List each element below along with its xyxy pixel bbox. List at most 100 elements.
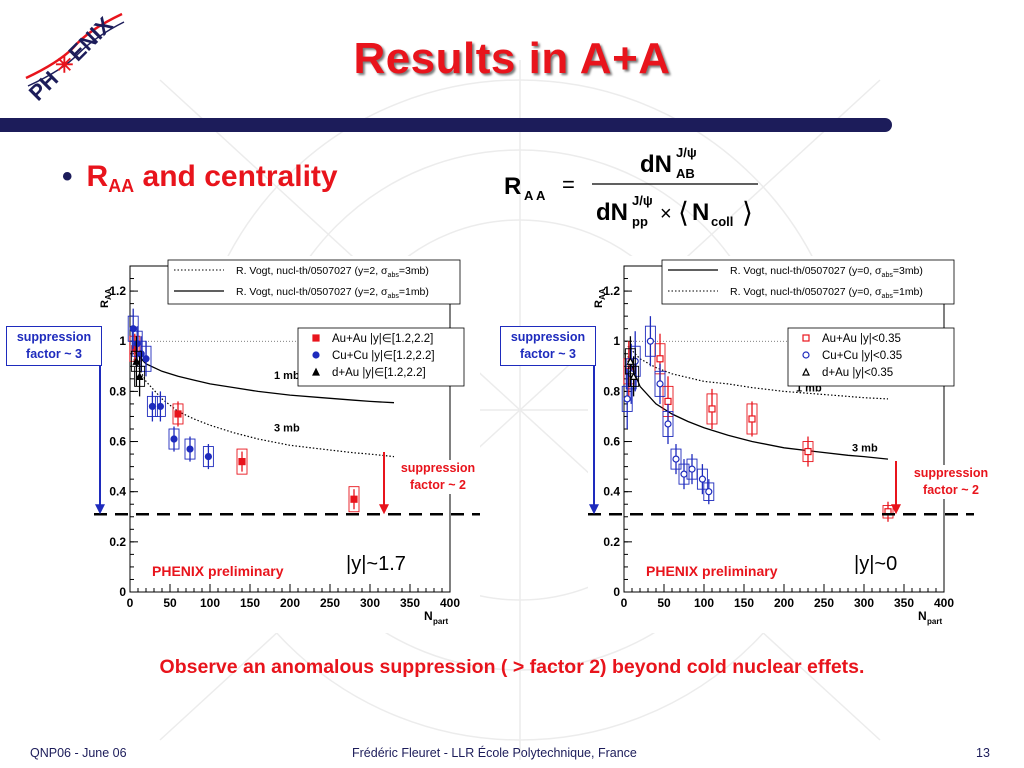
bullet-sub: AA [108, 176, 135, 196]
data-point [686, 454, 698, 485]
data-point [130, 336, 142, 387]
data-series [129, 333, 360, 513]
model-legend-tail: =3mb) [893, 265, 923, 277]
formula-equals: = [562, 172, 575, 197]
marker-circle [672, 455, 680, 463]
callout-left-suppression-2: suppression factor ~ 2 [398, 460, 478, 494]
raa-chart-forward: 0 0.2 0.4 0.6 0.8 1 1.2 0 50 100 150 200 250 300 350 40… [94, 256, 480, 633]
x-tick-label: 150 [734, 596, 754, 610]
x-axis-label-sub: part [433, 617, 448, 626]
callout-line2: factor ~ 3 [26, 347, 82, 361]
model-legend-box [661, 259, 955, 305]
callout-line2: factor ~ 3 [520, 347, 576, 361]
y-tick-label: 0 [119, 585, 126, 599]
y-tick-label: 0.8 [603, 384, 620, 398]
data-series [624, 336, 640, 397]
callout-right-suppression-2: suppression factor ~ 2 [906, 465, 996, 499]
marker-square [656, 355, 664, 363]
marker-circle [142, 355, 150, 363]
preliminary-label: PHENIX preliminary [152, 563, 284, 579]
preliminary-bg [644, 562, 818, 580]
x-tick-label: 50 [163, 596, 177, 610]
bullet-raa-centrality: • RAA and centrality [62, 160, 338, 196]
y-tick-label: 0.4 [109, 485, 126, 499]
marker-circle [698, 475, 707, 483]
callout-line2: factor ~ 2 [410, 478, 466, 492]
callout-line2: factor ~ 2 [923, 483, 979, 497]
y-tick-label: 0.4 [603, 485, 620, 499]
preliminary-label: PHENIX preliminary [646, 563, 778, 579]
suppression-arrowhead-left [95, 504, 105, 515]
marker-triangle [802, 367, 810, 376]
callout-line1: suppression [400, 461, 476, 475]
callout-left-suppression-3: suppression factor ~ 3 [6, 326, 102, 366]
marker-triangle [135, 371, 144, 380]
bullet-r: R [86, 160, 109, 193]
model-curve-label: 3 mb [274, 423, 300, 435]
bullet-text: and centrality [142, 160, 338, 193]
data-series [130, 336, 146, 397]
rapidity-label: |y|~0 [854, 553, 897, 575]
x-tick-label: 250 [320, 596, 340, 610]
data-point [624, 336, 636, 387]
formula-ncoll-main: N [692, 199, 709, 226]
data-point [746, 401, 758, 437]
formula-num-main: dN [640, 151, 672, 178]
data-point [348, 486, 360, 513]
formula-ncoll-sub: coll [711, 214, 733, 229]
x-tick-label: 400 [440, 596, 460, 610]
marker-circle [312, 351, 320, 359]
model-legend-tail: =1mb) [893, 286, 923, 298]
y-axis-label: RAA [99, 288, 113, 308]
x-tick-label: 150 [240, 596, 260, 610]
data-point [621, 368, 633, 429]
marker-circle [705, 488, 713, 496]
marker-circle [186, 445, 194, 453]
suppression-arrowhead-left [589, 504, 599, 515]
title-underline-bar [0, 118, 892, 132]
model-curve [133, 358, 395, 458]
data-point [703, 479, 715, 505]
data-point [662, 403, 674, 445]
suppression-arrowhead-right [891, 504, 901, 515]
data-point [140, 341, 152, 377]
callout-line1: suppression [913, 466, 989, 480]
callout-line1: suppression [16, 330, 92, 344]
y-axis-label-sub: AA [598, 288, 607, 300]
marker-square [664, 397, 672, 406]
raa-formula: R A A = dN J/ψ AB dN J/ψ pp × ⟨ N coll ⟩ [504, 145, 758, 229]
data-point [706, 388, 718, 429]
model-curve [133, 350, 395, 404]
footer-author: Frédéric Fleuret - LLR École Polytechniq… [352, 746, 637, 760]
raa-chart-midrapidity: 0 0.2 0.4 0.6 0.8 1 1.2 0 50 100 150 200 250 300 350 40… [588, 256, 974, 633]
formula-times: × [660, 203, 672, 225]
x-tick-label: 400 [934, 596, 954, 610]
y-tick-label: 0.6 [109, 435, 126, 449]
y-tick-label: 1 [119, 334, 126, 348]
x-tick-label: 50 [657, 596, 671, 610]
data-point [236, 448, 248, 475]
marker-circle [646, 337, 655, 345]
x-axis-label-sub: part [927, 617, 942, 626]
marker-circle [129, 325, 137, 333]
y-tick-label: 1.2 [603, 284, 620, 298]
formula-rangle: ⟩ [742, 197, 753, 228]
y-tick-label: 0.2 [109, 535, 126, 549]
x-tick-label: 100 [200, 596, 220, 610]
x-tick-label: 350 [894, 596, 914, 610]
x-tick-label: 0 [127, 596, 134, 610]
model-legend-text: R. Vogt, nucl-th/0507027 (y=2, σabs=1mb) [236, 286, 429, 300]
y-tick-label: 0.8 [109, 384, 126, 398]
marker-triangle [312, 367, 320, 376]
footer-conference: QNP06 - June 06 [30, 746, 127, 760]
data-legend-text: d+Au |y|<0.35 [822, 367, 893, 379]
bullet-dot: • [62, 160, 73, 193]
rapidity-label: |y|~1.7 [346, 553, 406, 575]
model-curve-label: 1 mb [274, 370, 300, 382]
formula-den-sup: J/ψ [632, 193, 653, 208]
model-legend-sub: abs [388, 272, 400, 279]
data-point [168, 426, 180, 452]
model-curve [627, 345, 889, 400]
data-point [134, 356, 146, 397]
data-legend-text: Cu+Cu |y|<0.35 [822, 350, 902, 362]
